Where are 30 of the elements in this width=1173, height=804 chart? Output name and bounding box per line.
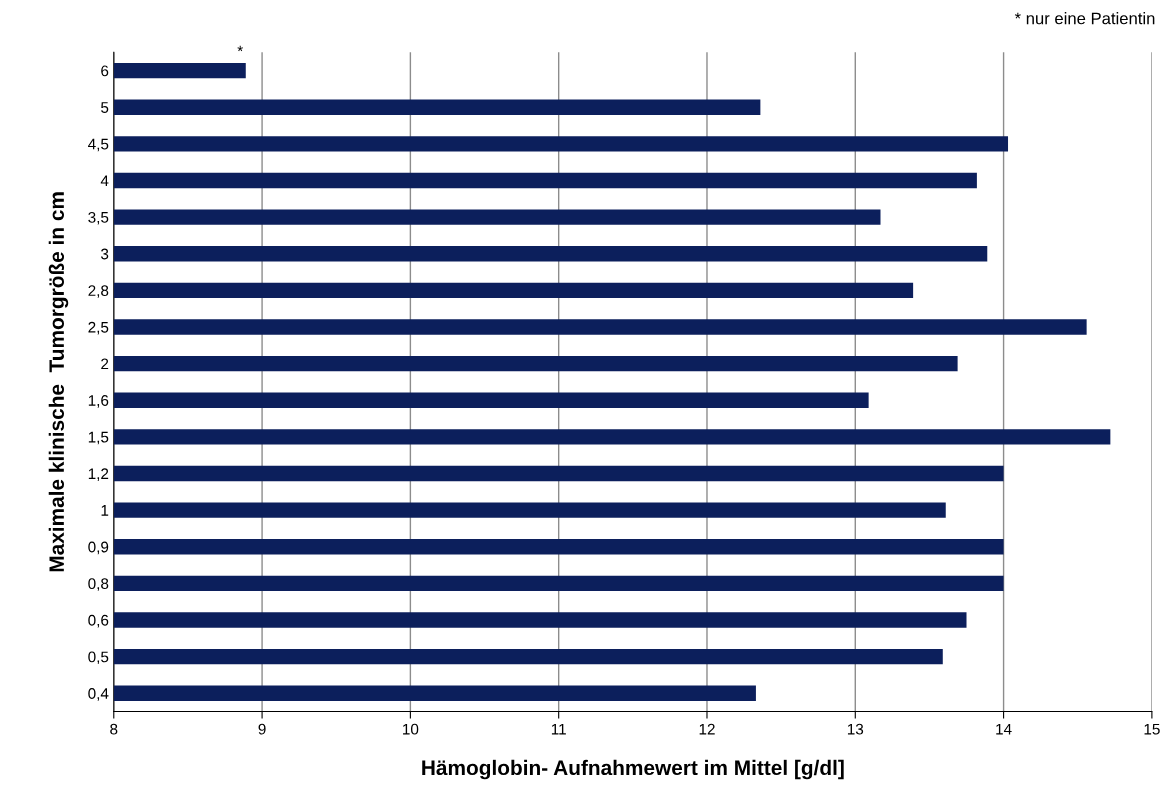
y-tick-label: 6 [101,65,109,77]
y-tick-label: 0,8 [88,578,109,591]
y-axis-title: Maximale klinische Tumorgröße in cm [48,192,69,572]
y-tick-label: 0,5 [88,651,109,665]
y-tick-label: 0,4 [88,688,109,701]
y-tick-label: 3 [101,248,109,260]
y-tick-label: 4 [100,175,109,186]
x-tick-label: 14 [996,723,1012,735]
annotation: * [237,45,243,52]
y-tick-label: 2,8 [88,285,109,298]
y-tick-label: 0,9 [88,541,109,555]
y-tick-label: 3,5 [88,211,109,225]
x-tick-label: 10 [403,723,419,735]
y-tick-label: 1 [101,505,109,516]
y-tick-label: 1,6 [88,395,109,408]
x-tick-label: 13 [847,723,864,735]
x-tick-label: 11 [551,723,566,735]
x-tick-label: 9 [258,723,266,735]
text: * nur eine Patientin [1014,12,1155,25]
y-tick-label: 1,5 [88,431,109,445]
y-tick-label: 2 [101,358,109,370]
x-tick-label: 8 [110,723,118,735]
y-tick-label: 1,2 [88,468,109,481]
x-axis-title: Hämoglobin- Aufnahmewert im Mittel [g/dl] [422,759,844,780]
x-tick-label: 12 [699,723,715,735]
y-tick-label: 0,6 [88,614,109,628]
y-tick-label: 4,5 [88,138,109,152]
y-tick-label: 2,5 [88,321,109,335]
x-tick-label: 15 [1144,723,1160,735]
y-tick-label: 5 [101,102,109,113]
